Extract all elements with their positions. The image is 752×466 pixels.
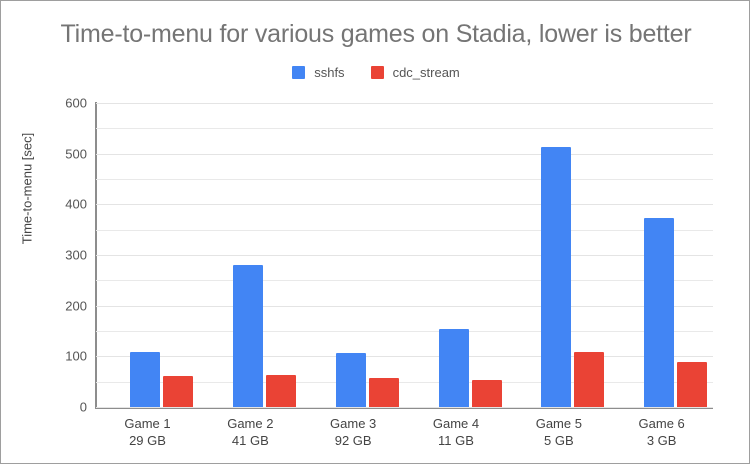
bar-cdc-stream[interactable]	[368, 377, 399, 407]
x-axis-category-label: Game 2 41 GB	[199, 415, 302, 449]
chart-title: Time-to-menu for various games on Stadia…	[60, 20, 692, 48]
category-size: 29 GB	[129, 433, 166, 448]
gridline	[96, 128, 713, 130]
bar-cdc-stream[interactable]	[163, 376, 193, 407]
category-size: 92 GB	[334, 433, 372, 448]
legend-label-cdc-stream: cdc_stream	[392, 65, 460, 80]
category-size: 5 GB	[544, 433, 574, 448]
category-name: Game 2	[227, 416, 274, 431]
bar-group	[199, 103, 302, 407]
gridline	[96, 280, 713, 282]
gridline	[96, 255, 713, 256]
bar-sshfs[interactable]	[335, 353, 366, 407]
x-axis-category-label: Game 3 92 GB	[302, 415, 405, 449]
category-name: Game 5	[535, 416, 582, 431]
y-axis-tick-label: 600	[65, 95, 87, 111]
bar-group	[405, 103, 508, 407]
chart-legend: sshfs cdc_stream	[1, 65, 751, 80]
category-name: Game 4	[432, 416, 480, 431]
bar-sshfs[interactable]	[232, 264, 263, 407]
legend-label-sshfs: sshfs	[314, 65, 345, 80]
bar-cdc-stream[interactable]	[574, 351, 605, 407]
x-axis-category-label: Game 4 11 GB	[405, 415, 508, 449]
legend-item-sshfs[interactable]: sshfs	[292, 65, 345, 80]
bar-sshfs[interactable]	[541, 147, 572, 407]
bar-sshfs[interactable]	[644, 217, 675, 407]
gridline	[96, 103, 713, 104]
y-axis-tick-label: 100	[65, 348, 87, 364]
category-name: Game 6	[638, 416, 685, 431]
category-size: 41 GB	[231, 433, 269, 448]
plot-area	[96, 103, 713, 408]
gridline	[96, 331, 713, 332]
gridline	[96, 204, 713, 206]
bar-cdc-stream[interactable]	[471, 379, 502, 407]
gridline	[96, 407, 713, 408]
x-axis-line	[95, 407, 713, 409]
category-name: Game 3	[330, 416, 377, 431]
category-name: Game 1	[124, 416, 171, 431]
y-axis-title: Time-to-menu [sec]	[19, 132, 35, 245]
bar-cdc-stream[interactable]	[265, 374, 296, 407]
y-axis-tick-label: 400	[65, 196, 87, 212]
y-axis-tick-label: 300	[65, 247, 87, 263]
gridline	[96, 153, 713, 155]
bar-group	[96, 103, 199, 407]
y-axis-tick-labels: 600 500 400 300 200 100 0	[41, 96, 87, 415]
gridline	[96, 356, 713, 358]
gridline	[96, 305, 713, 307]
bar-sshfs[interactable]	[438, 328, 469, 407]
x-axis-category-label: Game 6 3 GB	[610, 415, 713, 449]
x-axis-category-label: Game 1 29 GB	[96, 415, 199, 449]
bar-group	[507, 103, 610, 407]
y-axis-tick-label: 200	[65, 298, 87, 314]
y-axis-tick-label: 500	[65, 146, 87, 162]
category-size: 3 GB	[646, 433, 677, 448]
bar-sshfs[interactable]	[130, 352, 160, 407]
gridline	[96, 229, 713, 231]
legend-swatch-cdc-stream	[370, 66, 384, 79]
legend-item-cdc-stream[interactable]: cdc_stream	[370, 65, 460, 80]
gridline	[96, 179, 713, 180]
bar-cdc-stream[interactable]	[677, 362, 708, 407]
x-axis-category-label: Game 5 5 GB	[507, 415, 610, 449]
gridline	[96, 381, 713, 383]
y-axis-tick-label: 0	[79, 399, 87, 415]
bar-group	[302, 103, 405, 407]
bar-group	[610, 103, 713, 407]
category-size: 11 GB	[438, 433, 474, 448]
legend-swatch-sshfs	[292, 66, 306, 79]
